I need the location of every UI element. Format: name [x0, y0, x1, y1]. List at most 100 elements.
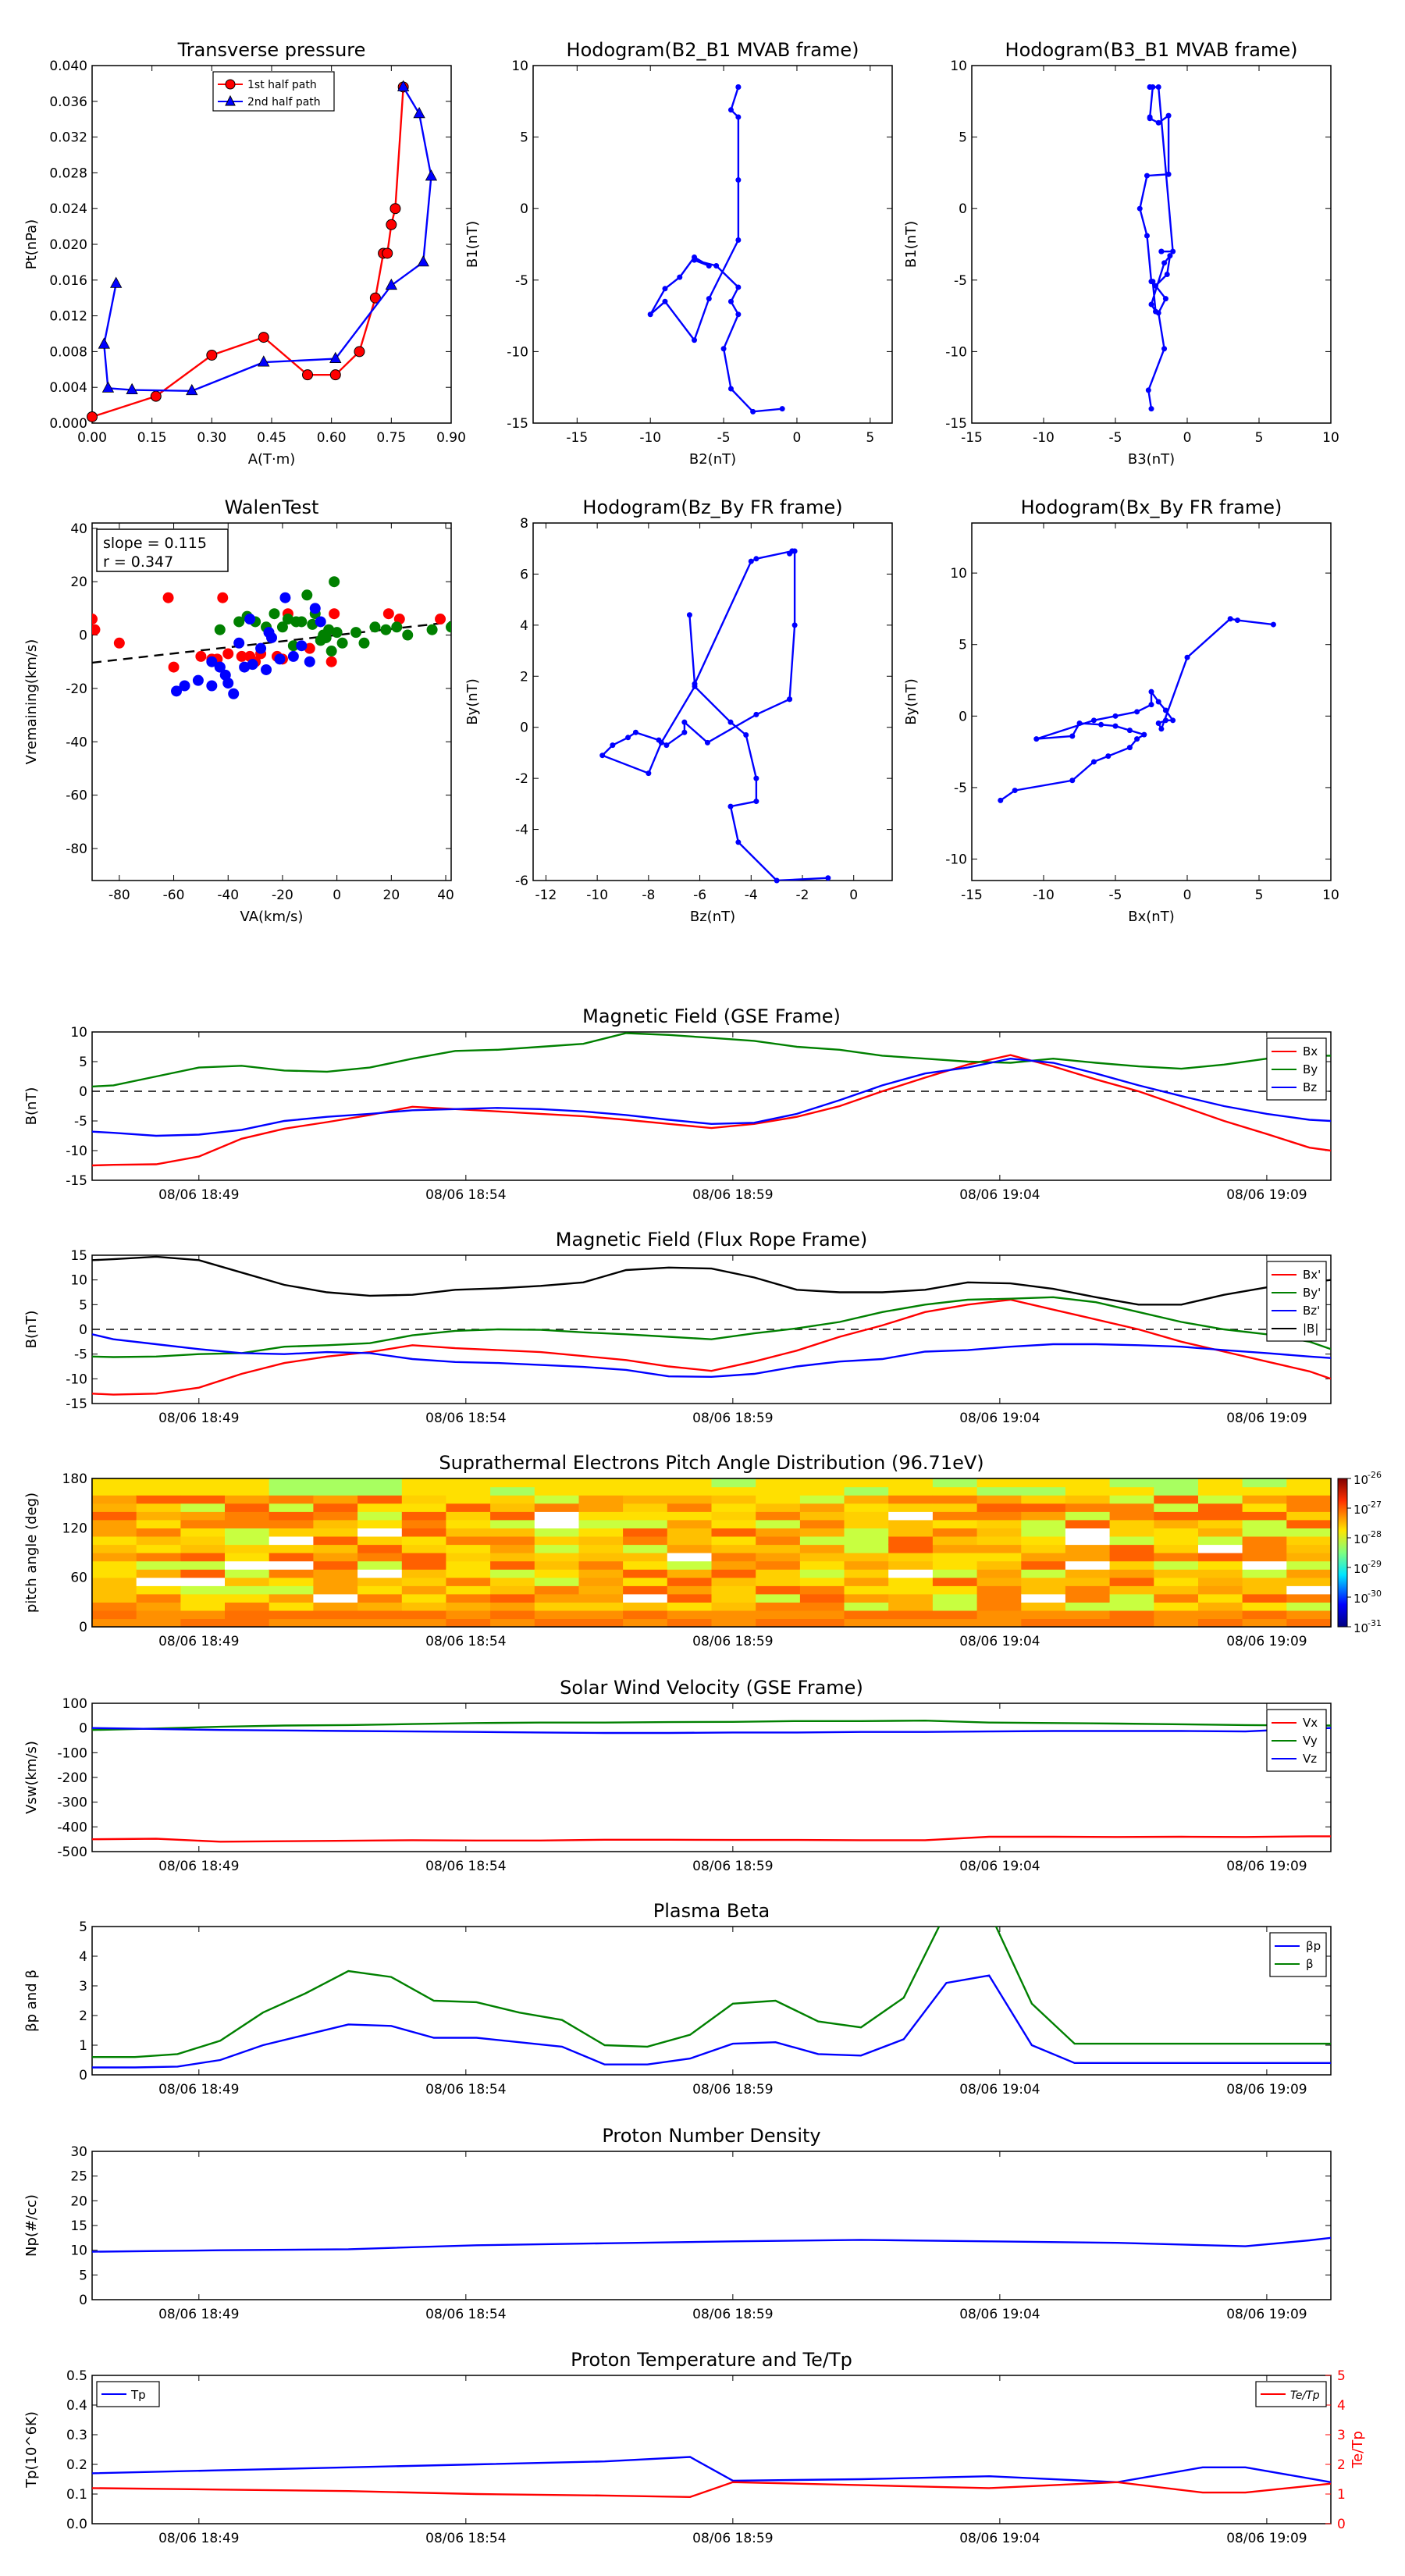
pad-heatmap-cell [1154, 1544, 1199, 1553]
beta-legend-label: βp [1306, 1939, 1321, 1953]
pad-heatmap-cell [92, 1569, 137, 1578]
pad-heatmap-cell [711, 1560, 756, 1570]
pad-heatmap-cell [888, 1553, 934, 1562]
pad-heatmap-cell [756, 1585, 801, 1595]
walen-point [222, 648, 234, 660]
h1-point [779, 406, 785, 412]
h3-ytick-label: -4 [515, 823, 528, 838]
h2-point [1167, 253, 1173, 259]
pad-heatmap-cell [623, 1495, 668, 1504]
magfr-series-line [92, 1296, 1331, 1358]
h3-ytick-label: 2 [520, 669, 528, 685]
beta-time-label: 08/06 19:09 [1226, 2082, 1307, 2097]
h3-title: Hodogram(Bz_By FR frame) [582, 496, 842, 518]
pad-heatmap-cell [357, 1610, 403, 1620]
pad-heatmap-cell [446, 1478, 491, 1488]
h3-point [735, 839, 742, 845]
walen-annotation-text: slope = 0.115 [103, 535, 207, 552]
pad-ytick-label: 0 [79, 1620, 87, 1635]
pad-heatmap-cell [623, 1535, 668, 1546]
h4-point [998, 797, 1004, 803]
pad-heatmap-cell [92, 1519, 137, 1528]
pad-heatmap-cell [490, 1577, 535, 1586]
pad-heatmap-cell [1242, 1569, 1287, 1578]
temp-y2tick-label: 2 [1337, 2457, 1346, 2473]
tp-point [258, 355, 270, 367]
h2-xtick-label: 0 [1183, 430, 1192, 446]
pad-heatmap-cell [92, 1478, 137, 1488]
walen-ytick-label: 40 [70, 521, 87, 537]
walen-point [290, 616, 302, 628]
h4-xtick-label: 10 [1322, 888, 1339, 903]
pad-heatmap-cell [180, 1618, 226, 1628]
pad-heatmap-cell [1065, 1593, 1111, 1603]
pad-heatmap-cell [401, 1560, 447, 1570]
pad-heatmap-cell [225, 1577, 270, 1586]
h3-xtick-label: -4 [745, 888, 758, 903]
beta-series-line [92, 1974, 1331, 2069]
pad-heatmap-cell [1109, 1544, 1154, 1553]
pad-heatmap-cell [667, 1528, 713, 1537]
walen-point [171, 685, 183, 697]
pad-heatmap-cell [932, 1495, 978, 1504]
tp-point [101, 381, 115, 393]
vsw-ytick-label: -500 [57, 1845, 87, 1860]
pad-heatmap-cell [756, 1528, 801, 1537]
pad-heatmap-cell [1065, 1602, 1111, 1611]
h3-point [704, 739, 710, 745]
tp-legend-label: 1st half path [247, 79, 317, 91]
beta-ytick-label: 2 [79, 2008, 87, 2024]
pad-heatmap-cell [888, 1511, 934, 1521]
h3-point [753, 556, 759, 562]
pad-heatmap-cell [1109, 1535, 1154, 1546]
h2-point [1170, 248, 1176, 254]
pad-heatmap-cell [136, 1528, 181, 1537]
pad-heatmap-cell [534, 1610, 580, 1620]
h1-xtick-label: -5 [717, 430, 731, 446]
h4-point [1069, 733, 1076, 739]
pad-heatmap-cell [225, 1544, 270, 1553]
h4-point [1069, 777, 1076, 784]
pad-heatmap-cell [357, 1593, 403, 1603]
magfr-time-label: 08/06 18:54 [425, 1411, 506, 1426]
pad-heatmap-cell [756, 1553, 801, 1562]
walen-point [380, 624, 392, 635]
walen-point [233, 616, 245, 628]
walen-xtick-label: -60 [163, 888, 185, 903]
mag-title: Magnetic Field (GSE Frame) [582, 1005, 841, 1027]
pad-heatmap-cell [1065, 1486, 1111, 1496]
pad-heatmap-cell [269, 1618, 314, 1628]
walen-point [402, 629, 414, 641]
h4-xtick-label: -10 [1033, 888, 1055, 903]
tp-ytick-label: 0.000 [49, 416, 87, 432]
h4-point [1134, 736, 1140, 742]
pad-heatmap-cell [623, 1486, 668, 1496]
pad-heatmap-cell [976, 1495, 1022, 1504]
pad-time-label: 08/06 18:54 [425, 1634, 506, 1649]
pad-heatmap-cell [534, 1511, 580, 1521]
magfr-ylabel: B(nT) [23, 1311, 40, 1349]
vsw-series-line [92, 1719, 1331, 1731]
h1-point [677, 274, 683, 280]
pad-heatmap-cell [623, 1610, 668, 1620]
h4-point [1126, 745, 1133, 751]
pad-heatmap-cell [357, 1478, 403, 1488]
pad-heatmap-cell [623, 1585, 668, 1595]
pad-heatmap-cell [357, 1511, 403, 1521]
pad-heatmap-cell [313, 1560, 358, 1570]
walen-point [329, 576, 340, 588]
pad-heatmap-cell [180, 1503, 226, 1512]
pad-heatmap-cell [446, 1544, 491, 1553]
pad-heatmap-cell [756, 1535, 801, 1546]
temp-time-label: 08/06 19:04 [959, 2531, 1040, 2546]
pad-heatmap-cell [1242, 1577, 1287, 1586]
pad-heatmap-cell [799, 1577, 845, 1586]
pad-heatmap-cell [401, 1553, 447, 1562]
magfr-title: Magnetic Field (Flux Rope Frame) [556, 1229, 867, 1251]
walen-annotation-text: r = 0.347 [103, 553, 173, 571]
h1-point [750, 408, 756, 415]
walen-xtick-label: -20 [272, 888, 293, 903]
pad-heatmap-cell [888, 1544, 934, 1553]
temp-y2tick-label: 3 [1337, 2428, 1346, 2443]
pad-heatmap-cell [932, 1569, 978, 1578]
